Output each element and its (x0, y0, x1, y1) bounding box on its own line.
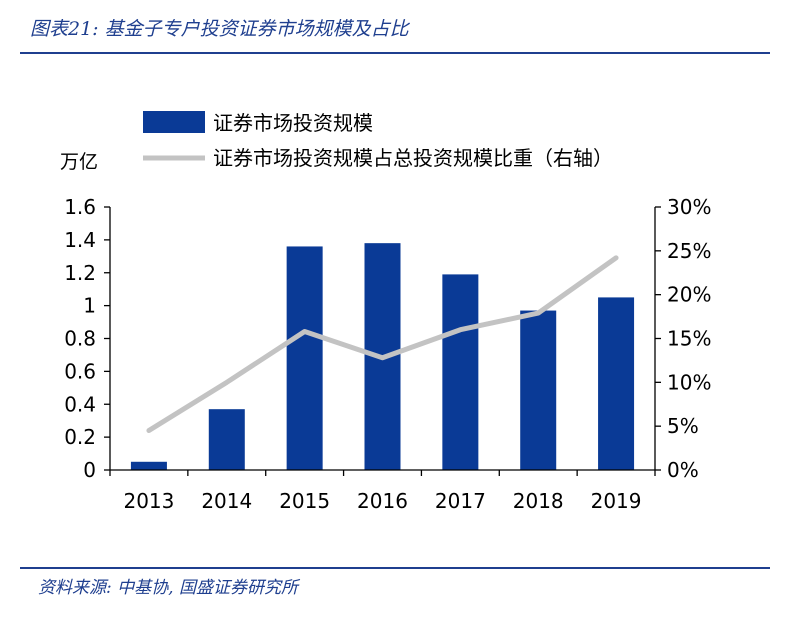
source-divider (20, 567, 770, 569)
left-tick-label: 0.8 (64, 327, 96, 351)
bar-2013 (130, 461, 167, 470)
bar-2017 (442, 274, 479, 470)
legend-label-line: 证券市场投资规模占总投资规模比重（右轴） (213, 146, 613, 170)
left-tick-label: 0.6 (64, 359, 96, 383)
title-divider (20, 52, 770, 54)
right-axis-ticks: 0% 5% 10% 15% 20% 25% 30% (655, 195, 711, 482)
right-tick-label: 20% (667, 283, 711, 307)
left-tick-label: 0 (83, 458, 96, 482)
left-tick-label: 1.6 (64, 195, 96, 219)
figure-title: 图表21: 基金子专户投资证券市场规模及占比 (30, 18, 409, 40)
left-tick-label: 1 (83, 294, 96, 318)
x-tick-label: 2016 (357, 489, 408, 513)
y-axis-unit-label: 万亿 (60, 151, 98, 173)
x-tick-label: 2019 (591, 489, 642, 513)
left-tick-label: 0.2 (64, 425, 96, 449)
x-tick-label: 2017 (435, 489, 486, 513)
left-tick-label: 1.2 (64, 261, 96, 285)
line-series (146, 255, 619, 434)
x-tick-label: 2015 (279, 489, 330, 513)
bar-2015 (286, 246, 323, 470)
bar-2018 (520, 310, 557, 470)
x-tick-label: 2013 (123, 489, 174, 513)
right-tick-label: 5% (667, 414, 699, 438)
x-tick-label: 2018 (513, 489, 564, 513)
right-tick-label: 25% (667, 239, 711, 263)
x-tick-label: 2014 (201, 489, 252, 513)
bar-2014 (208, 409, 245, 470)
bar-series (130, 243, 635, 470)
x-axis-ticks: 2013 2014 2015 2016 2017 2018 2019 (109, 470, 656, 513)
left-tick-label: 0.4 (64, 392, 96, 416)
legend-swatch-bar (143, 111, 205, 133)
right-tick-label: 0% (667, 458, 699, 482)
bar-2019 (598, 297, 635, 470)
left-axis-ticks: 0 0.2 0.4 0.6 0.8 1 1.2 1.4 1.6 (64, 195, 110, 482)
source-note: 资料来源: 中基协, 国盛证券研究所 (38, 578, 298, 598)
right-tick-label: 15% (667, 327, 711, 351)
right-tick-label: 10% (667, 370, 711, 394)
left-tick-label: 1.4 (64, 228, 96, 252)
right-tick-label: 30% (667, 195, 711, 219)
chart-legend: 证券市场投资规模 证券市场投资规模占总投资规模比重（右轴） (143, 111, 613, 170)
legend-label-bar: 证券市场投资规模 (213, 111, 373, 135)
